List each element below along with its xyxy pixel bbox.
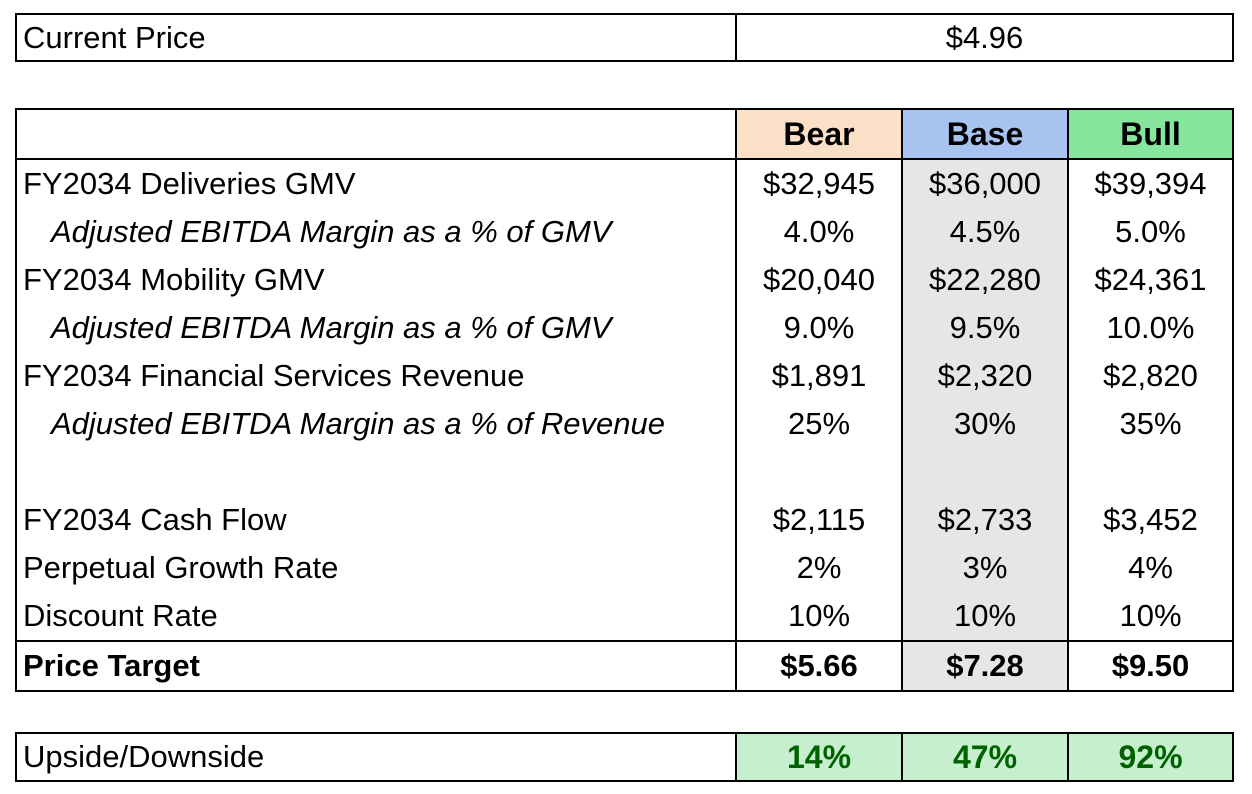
scenario-row: FY2034 Mobility GMV $20,040 $22,280 $24,361 xyxy=(16,256,1233,304)
row-value-bull: $2,820 xyxy=(1103,358,1198,393)
row-value-base: 4.5% xyxy=(901,208,1069,256)
current-price-label: Current Price xyxy=(16,14,737,61)
row-value-bull: $24,361 xyxy=(1094,262,1207,297)
row-value-base: 30% xyxy=(901,400,1069,448)
row-value-bull: 4% xyxy=(1128,550,1173,585)
scenario-row: Discount Rate 10% 10% 10% xyxy=(16,592,1233,641)
row-value-bear: 10% xyxy=(787,598,851,633)
row-value-bull: 10% xyxy=(1119,598,1182,633)
row-label: FY2034 Mobility GMV xyxy=(16,256,737,304)
row-value-bull: $3,452 xyxy=(1103,502,1198,537)
spacer-row xyxy=(16,448,1233,496)
row-label: Adjusted EBITDA Margin as a % of GMV xyxy=(16,304,737,352)
row-value-base: $22,280 xyxy=(901,256,1069,304)
price-target-label: Price Target xyxy=(16,640,737,691)
upside-bull-value: 92% xyxy=(1068,733,1233,781)
scenario-row: FY2034 Cash Flow $2,115 $2,733 $3,452 xyxy=(16,496,1233,544)
row-value-bull: 5.0% xyxy=(1115,214,1186,249)
row-label: FY2034 Cash Flow xyxy=(16,496,737,544)
row-value-bear: 4.0% xyxy=(783,214,855,249)
row-value-bear: 25% xyxy=(787,406,851,441)
row-value-base xyxy=(901,448,1069,496)
upside-downside-row: Upside/Downside 14% 47% 92% xyxy=(16,733,1233,781)
row-value-bull: 10.0% xyxy=(1106,310,1195,345)
row-value-bear: $20,040 xyxy=(762,262,876,297)
scenario-row: Adjusted EBITDA Margin as a % of GMV 9.0%… xyxy=(16,304,1233,352)
row-label: Adjusted EBITDA Margin as a % of Revenue xyxy=(16,400,737,448)
scenario-table: Bear Base Bull FY2034 Deliveries GMV $32,… xyxy=(15,108,1234,692)
row-label: FY2034 Financial Services Revenue xyxy=(16,352,737,400)
row-value-base: 3% xyxy=(901,544,1069,592)
row-value-base: 10% xyxy=(901,592,1069,641)
header-bull: Bull xyxy=(1068,109,1233,160)
scenario-row: Perpetual Growth Rate 2% 3% 4% xyxy=(16,544,1233,592)
scenario-row: FY2034 Financial Services Revenue $1,891 $… xyxy=(16,352,1233,400)
row-value-bear: $2,115 xyxy=(772,502,866,537)
row-label xyxy=(16,448,737,496)
row-label: Perpetual Growth Rate xyxy=(16,544,737,592)
price-target-base: $7.28 xyxy=(901,640,1069,691)
price-target-bull: $9.50 xyxy=(1068,640,1233,691)
upside-downside-label: Upside/Downside xyxy=(16,733,737,781)
row-label: FY2034 Deliveries GMV xyxy=(16,159,737,208)
upside-base-value: 47% xyxy=(901,733,1069,781)
row-value-bear xyxy=(736,448,902,496)
row-label: Discount Rate xyxy=(16,592,737,641)
price-target-bear: $5.66 xyxy=(736,640,902,691)
header-base: Base xyxy=(901,109,1069,160)
row-value-base: 9.5% xyxy=(901,304,1069,352)
price-target-row: Price Target $5.66 $7.28 $9.50 xyxy=(16,640,1233,691)
row-value-bear: $1,891 xyxy=(771,358,867,393)
row-value-base: $2,733 xyxy=(901,496,1069,544)
row-value-bear: 2% xyxy=(796,550,842,585)
row-value-base: $2,320 xyxy=(901,352,1069,400)
header-blank-cell xyxy=(16,109,737,160)
row-value-bear: $32,945 xyxy=(762,166,876,201)
current-price-row: Current Price $4.96 xyxy=(16,14,1233,61)
scenario-row: Adjusted EBITDA Margin as a % of GMV 4.0%… xyxy=(16,208,1233,256)
current-price-table: Current Price $4.96 xyxy=(15,13,1234,62)
row-label: Adjusted EBITDA Margin as a % of GMV xyxy=(16,208,737,256)
row-value-base: $36,000 xyxy=(901,159,1069,208)
current-price-value: $4.96 xyxy=(945,19,1024,55)
upside-downside-table: Upside/Downside 14% 47% 92% xyxy=(15,732,1234,782)
row-value-bull: 35% xyxy=(1119,406,1182,441)
row-value-bull xyxy=(1068,448,1233,496)
scenario-row: Adjusted EBITDA Margin as a % of Revenue… xyxy=(16,400,1233,448)
upside-bear-value: 14% xyxy=(736,733,902,781)
header-bear: Bear xyxy=(736,109,902,160)
row-value-bear: 9.0% xyxy=(783,310,855,345)
scenario-row: FY2034 Deliveries GMV $32,945 $36,000 $39,3… xyxy=(16,159,1233,208)
row-value-bull: $39,394 xyxy=(1094,166,1207,201)
scenario-header-row: Bear Base Bull xyxy=(16,109,1233,160)
